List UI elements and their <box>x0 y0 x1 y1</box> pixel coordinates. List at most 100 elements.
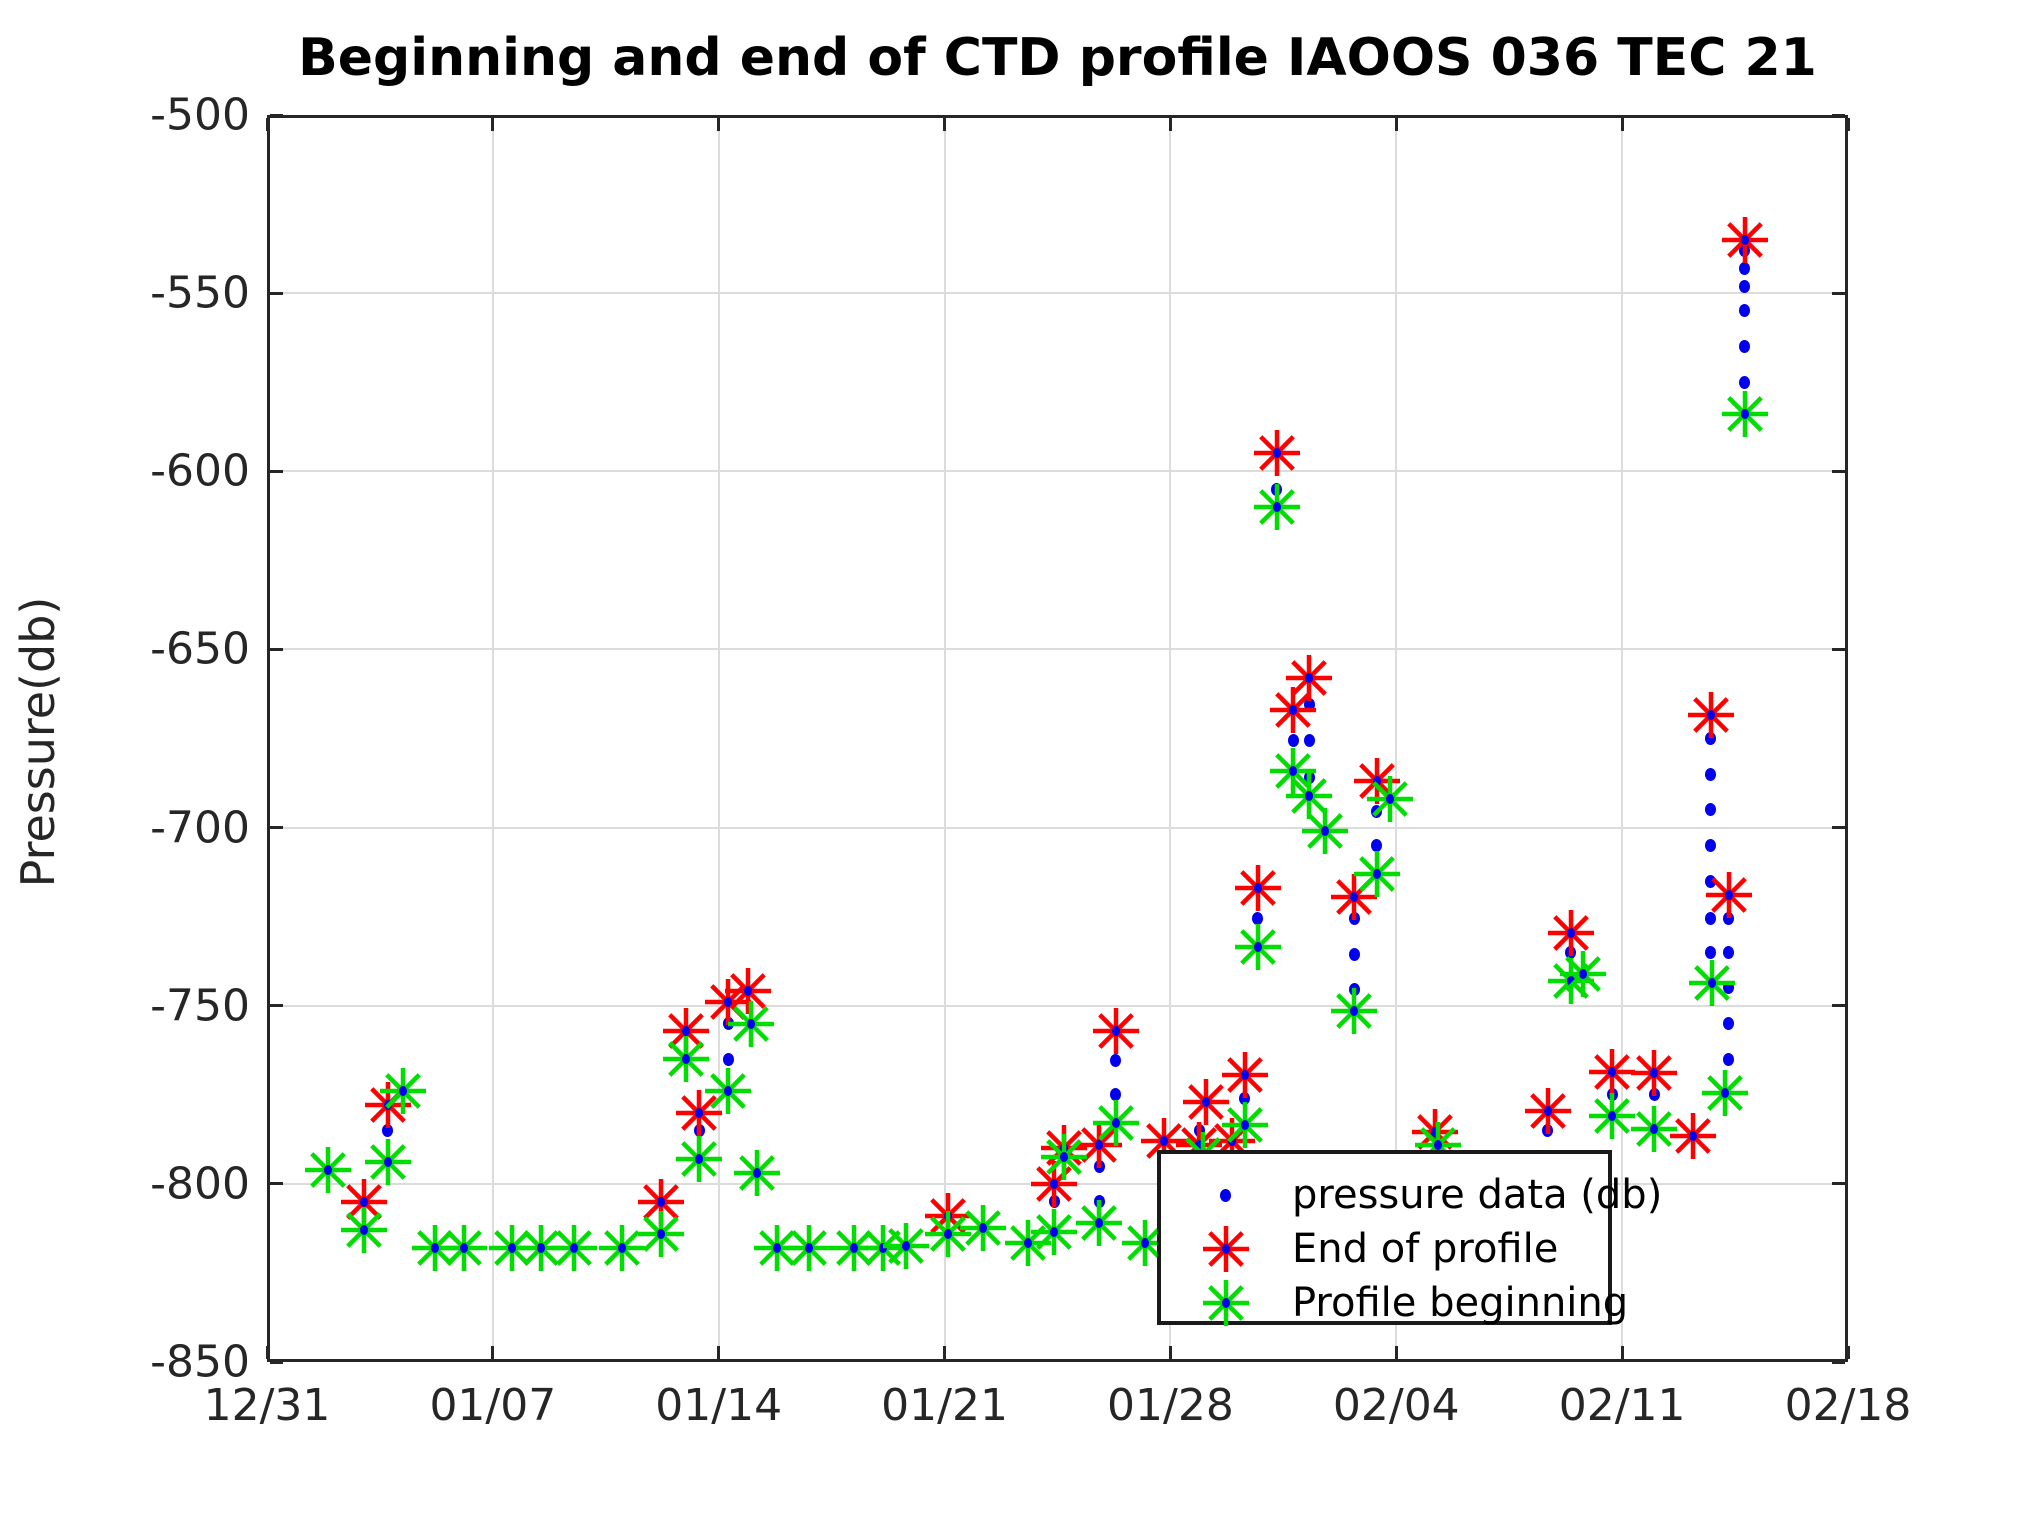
profile-beginning-marker <box>1719 388 1771 444</box>
y-gridline <box>267 1004 1848 1007</box>
x-tick-mark <box>1394 1346 1398 1359</box>
x-tick-label: 01/21 <box>881 1380 1008 1431</box>
pressure-data-point <box>1303 698 1315 712</box>
y-tick-mark <box>270 826 283 830</box>
pressure-data-point <box>382 1123 394 1137</box>
profile-beginning-marker <box>1686 957 1738 1013</box>
end-of-profile-marker <box>1685 689 1737 745</box>
profile-beginning-marker <box>635 1208 687 1264</box>
end-of-profile-marker <box>1719 214 1771 270</box>
profile-beginning-marker <box>783 1222 835 1278</box>
profile-beginning-marker <box>1028 1206 1080 1262</box>
y-tick-mark-right <box>1832 1360 1845 1364</box>
profile-beginning-marker <box>1090 1097 1142 1153</box>
end-of-profile-marker <box>1703 869 1755 925</box>
x-gridline <box>943 115 946 1362</box>
x-tick-mark <box>1168 1346 1172 1359</box>
pressure-data-point <box>1110 1088 1122 1102</box>
x-gridline <box>1169 115 1172 1362</box>
x-tick-label: 01/28 <box>1107 1380 1234 1431</box>
x-tick-mark-top <box>1394 118 1398 131</box>
end-of-profile-marker <box>1522 1085 1574 1141</box>
end-of-profile-marker <box>1586 1046 1638 1102</box>
y-tick-label: -600 <box>150 445 250 497</box>
y-tick-mark <box>270 1360 283 1364</box>
pressure-data-point <box>722 1052 734 1066</box>
y-gridline <box>267 292 1848 295</box>
profile-beginning-marker <box>660 1033 712 1089</box>
legend-row-end-of-profile: End of profile <box>1161 1222 1608 1276</box>
pressure-data-point <box>1739 340 1751 354</box>
x-tick-mark-top <box>1168 118 1172 131</box>
pressure-data-point <box>1705 803 1717 817</box>
y-tick-mark-right <box>1832 469 1845 473</box>
profile-beginning-marker <box>673 1133 725 1189</box>
legend-label: End of profile <box>1292 1226 1559 1272</box>
x-gridline <box>1621 115 1624 1362</box>
pressure-data-point <box>1705 732 1717 745</box>
x-tick-mark <box>717 1346 721 1359</box>
x-tick-mark <box>491 1346 495 1359</box>
pressure-data-point <box>1705 767 1717 781</box>
profile-beginning-marker <box>1073 1197 1125 1253</box>
legend-row-pressure-data: pressure data (db) <box>1161 1168 1662 1222</box>
legend: pressure data (db) End of profile Profile … <box>1157 1150 1662 1326</box>
pressure-data-point <box>1739 261 1751 275</box>
y-gridline <box>267 470 1848 473</box>
profile-beginning-marker <box>1283 770 1335 826</box>
y-tick-mark <box>270 647 283 651</box>
x-tick-mark <box>265 1346 269 1359</box>
pressure-data-point <box>1239 1091 1251 1105</box>
x-tick-mark <box>943 1346 947 1359</box>
x-tick-label: 02/11 <box>1558 1380 1686 1431</box>
y-tick-label: -500 <box>150 89 250 141</box>
y-tick-label: -800 <box>150 1158 250 1210</box>
profile-beginning-marker <box>1351 848 1403 904</box>
end-of-profile-marker <box>1090 1005 1142 1061</box>
profile-beginning-marker <box>1557 948 1609 1004</box>
end-of-profile-marker <box>1267 684 1319 740</box>
x-tick-mark-top <box>265 118 269 131</box>
profile-beginning-marker <box>302 1144 354 1200</box>
pressure-data-point <box>1252 911 1264 925</box>
y-tick-mark-right <box>1832 113 1845 117</box>
profile-beginning-marker <box>438 1222 490 1278</box>
y-tick-mark-right <box>1832 291 1845 295</box>
profile-beginning-marker <box>731 1147 783 1203</box>
y-tick-mark-right <box>1832 1004 1845 1008</box>
y-tick-label: -700 <box>150 802 250 854</box>
profile-beginning-marker <box>1219 1099 1271 1155</box>
chart-title: Beginning and end of CTD profile IAOOS 0… <box>298 28 1817 88</box>
x-tick-mark-top <box>491 118 495 131</box>
profile-beginning-marker <box>596 1222 648 1278</box>
y-tick-mark-right <box>1832 826 1845 830</box>
legend-label: Profile beginning <box>1292 1280 1629 1326</box>
pressure-data-point <box>1371 838 1383 852</box>
pressure-data-point <box>1348 947 1360 961</box>
profile-beginning-marker <box>1628 1103 1680 1159</box>
x-gridline <box>717 115 720 1362</box>
pressure-data-point <box>1705 945 1717 959</box>
legend-label: pressure data (db) <box>1292 1172 1663 1218</box>
y-tick-mark-right <box>1832 647 1845 651</box>
x-tick-mark-top <box>1846 118 1850 131</box>
pressure-data-point <box>1723 945 1735 959</box>
pressure-data-point <box>1723 911 1735 925</box>
legend-dot-swatch <box>1203 1168 1249 1222</box>
y-tick-mark <box>270 113 283 117</box>
profile-beginning-marker <box>1699 1067 1751 1123</box>
profile-beginning-marker <box>1038 1131 1090 1187</box>
profile-beginning-marker <box>1586 1090 1638 1146</box>
pressure-data-point <box>1739 304 1751 318</box>
x-tick-label: 02/18 <box>1784 1380 1912 1431</box>
profile-beginning-marker <box>957 1202 1009 1258</box>
x-tick-label: 01/07 <box>429 1380 557 1431</box>
x-tick-label: 12/31 <box>203 1380 331 1431</box>
pressure-data-point <box>1723 1017 1735 1031</box>
y-tick-mark <box>270 1004 283 1008</box>
profile-beginning-marker <box>725 998 777 1054</box>
end-of-profile-marker <box>1545 907 1597 963</box>
y-tick-label: -650 <box>150 623 250 675</box>
pressure-data-point <box>1739 279 1751 293</box>
y-axis-label: Pressure(db) <box>11 596 65 888</box>
